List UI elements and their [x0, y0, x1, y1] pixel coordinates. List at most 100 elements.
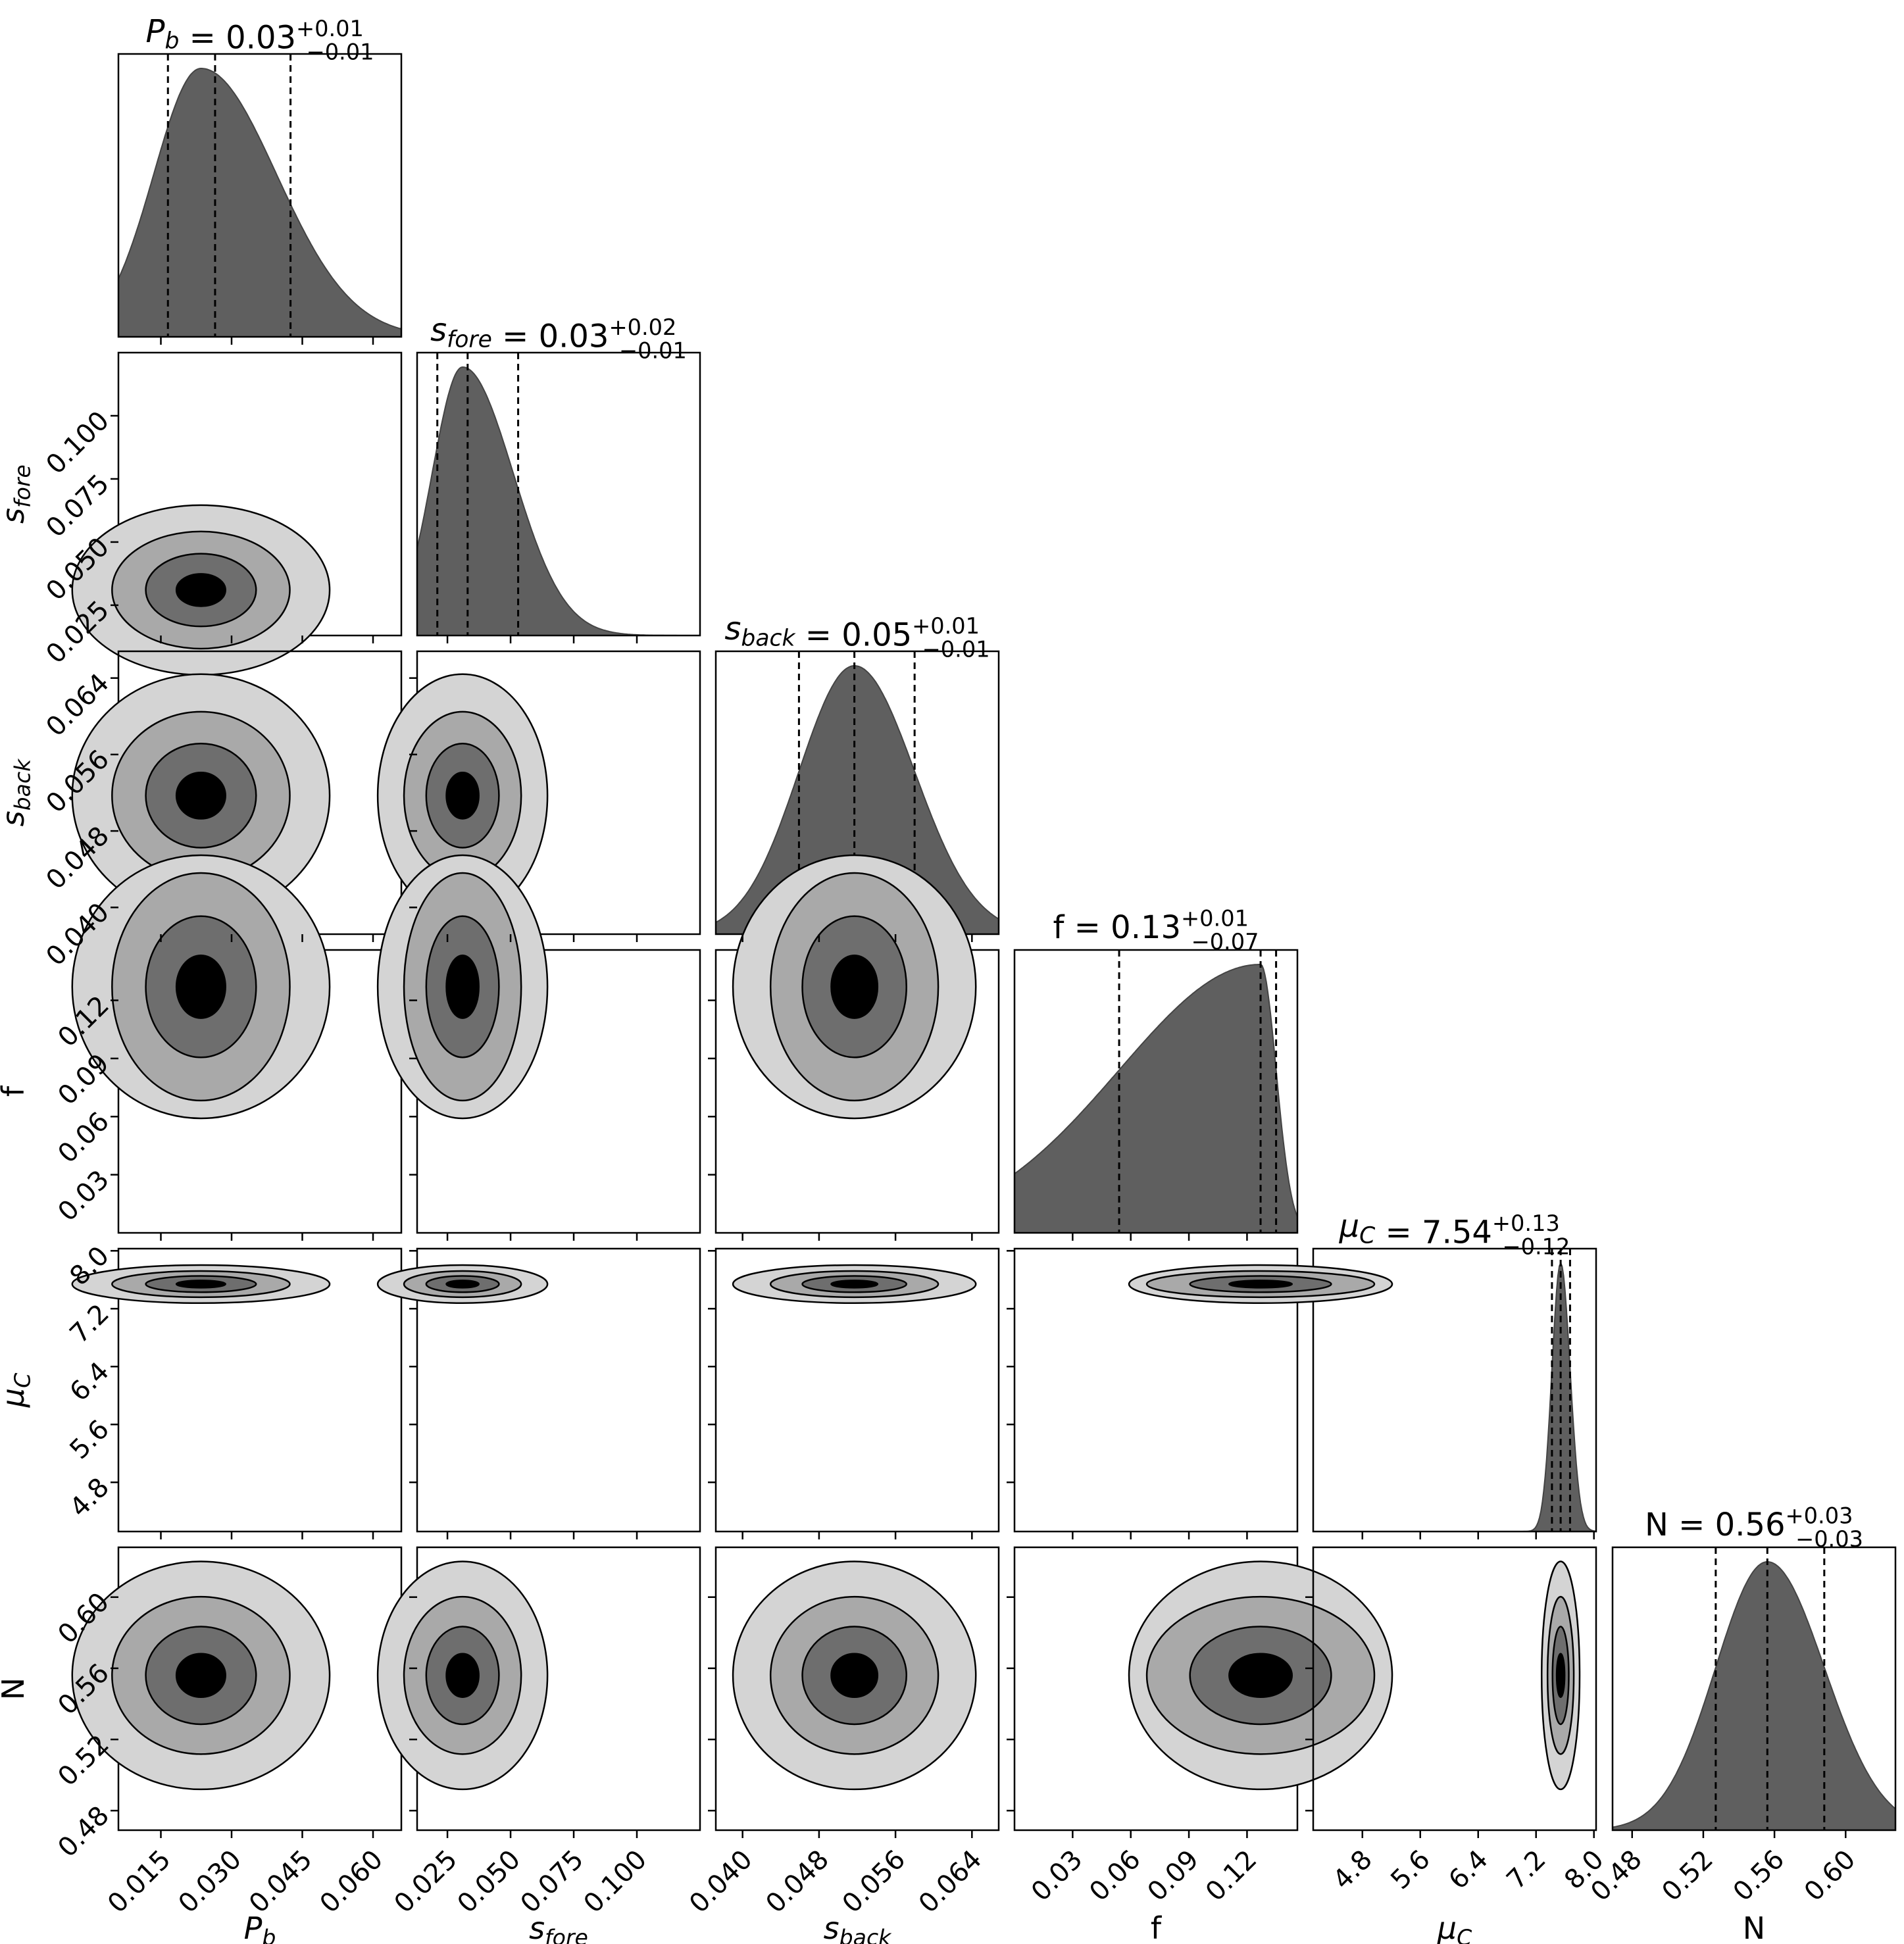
y-tick-label: 0.06	[52, 1107, 115, 1170]
y-tick-label: 7.2	[64, 1299, 115, 1350]
histogram-panel-muC: μC = 7.54+0.13 −0.12	[1312, 1208, 1597, 1533]
panel-frame	[1312, 1546, 1597, 1832]
contour-panel-sfore-N	[376, 1546, 701, 1832]
x-axis-label-muC: μC	[1437, 1910, 1472, 1944]
histogram-Pb	[118, 68, 402, 337]
y-tick-label: 0.48	[52, 1801, 115, 1864]
panel-title-sback: sback = 0.05+0.01 −0.01	[724, 611, 990, 662]
x-tick-label: 0.064	[913, 1845, 988, 1920]
x-axis-label-sfore: sfore	[529, 1910, 588, 1944]
contour-level-4	[1555, 1653, 1566, 1698]
x-tick-label: 0.60	[1799, 1845, 1862, 1908]
contour-panel-Pb-f	[71, 854, 403, 1234]
panel-frame	[117, 1247, 403, 1533]
contour-panel-f-N	[1013, 1546, 1393, 1832]
contour-panel-sfore-sback	[376, 650, 701, 935]
contour-level-4	[830, 1653, 879, 1698]
x-tick-label: 0.045	[243, 1845, 318, 1920]
y-axis-label-N: N	[0, 1678, 31, 1700]
contour-panel-sfore-f	[376, 854, 701, 1234]
contour-level-4	[445, 1280, 480, 1289]
panel-frame	[1013, 1247, 1299, 1533]
contour-panel-Pb-N	[71, 1546, 403, 1832]
x-tick-label: 0.56	[1728, 1845, 1791, 1908]
y-tick-label: 6.4	[64, 1357, 115, 1408]
histogram-f	[1014, 964, 1298, 1234]
y-axis-label-sfore: sfore	[0, 464, 35, 524]
contour-panel-Pb-sback	[71, 650, 403, 935]
panel-title-N: N = 0.56+0.03 −0.03	[1645, 1503, 1863, 1552]
panel-frame	[117, 53, 403, 338]
contour-level-4	[830, 1280, 879, 1289]
histogram-muC	[1313, 1261, 1597, 1532]
contour-panel-sback-N	[714, 1546, 1000, 1832]
contour-level-4	[175, 573, 226, 607]
contour-level-4	[445, 954, 480, 1019]
y-axis-label-muC: μC	[0, 1373, 35, 1408]
x-axis-label-Pb: Pb	[244, 1910, 276, 1944]
x-axis-label-sback: sback	[824, 1910, 892, 1944]
contour-panel-Pb-muC	[71, 1247, 403, 1533]
x-tick-label: 0.06	[1084, 1845, 1147, 1908]
panel-title-sfore: sfore = 0.03+0.02 −0.01	[430, 312, 687, 363]
contour-panel-muC-N	[1312, 1546, 1597, 1832]
contour-panel-sback-f	[714, 854, 1000, 1234]
contour-panel-Pb-sfore	[71, 351, 403, 676]
histogram-sfore	[416, 366, 700, 636]
x-tick-label: 0.03	[1026, 1845, 1089, 1908]
x-tick-label: 6.4	[1443, 1845, 1494, 1896]
x-tick-label: 0.048	[760, 1845, 835, 1920]
contour-level-4	[175, 1280, 226, 1289]
histogram-panel-sback: sback = 0.05+0.01 −0.01	[714, 611, 1000, 935]
panel-title-Pb: Pb = 0.03+0.01 −0.01	[146, 13, 374, 64]
x-tick-label: 0.040	[684, 1845, 759, 1920]
y-tick-label: 0.075	[40, 468, 115, 543]
x-tick-label: 4.8	[1327, 1845, 1378, 1896]
histogram-panel-N: N = 0.56+0.03 −0.03	[1611, 1503, 1897, 1832]
contour-panel-f-muC	[1013, 1247, 1393, 1533]
x-tick-label: 0.050	[452, 1845, 527, 1920]
panel-frame	[1312, 1247, 1597, 1533]
histogram-panel-sfore: sfore = 0.03+0.02 −0.01	[416, 312, 701, 637]
y-axis-label-sback: sback	[0, 758, 35, 826]
panel-frame	[714, 1247, 1000, 1533]
y-tick-label: 4.8	[64, 1472, 115, 1524]
histogram-panel-Pb: Pb = 0.03+0.01 −0.01	[117, 13, 403, 338]
x-tick-label: 0.52	[1656, 1845, 1719, 1908]
contour-level-4	[445, 771, 480, 820]
y-tick-label: 5.6	[64, 1414, 115, 1466]
x-tick-label: 0.030	[173, 1845, 248, 1920]
panel-frame	[714, 1546, 1000, 1832]
y-tick-label: 0.03	[52, 1164, 115, 1228]
contour-level-4	[175, 954, 226, 1019]
x-tick-label: 7.2	[1501, 1845, 1552, 1896]
x-tick-label: 0.060	[314, 1845, 389, 1920]
x-tick-label: 0.100	[578, 1845, 653, 1920]
contour-level-4	[175, 1653, 226, 1698]
x-tick-label: 0.075	[515, 1845, 590, 1920]
panel-title-f: f = 0.13+0.01 −0.07	[1053, 906, 1259, 955]
contour-level-4	[1228, 1280, 1293, 1289]
histogram-sback	[715, 664, 999, 935]
panel-frame	[416, 351, 701, 637]
panel-title-muC: μC = 7.54+0.13 −0.12	[1339, 1208, 1570, 1259]
x-axis-label-f: f	[1151, 1910, 1163, 1944]
contour-level-4	[1228, 1653, 1293, 1698]
y-axis-label-f: f	[0, 1085, 31, 1097]
x-tick-label: 0.12	[1200, 1845, 1263, 1908]
contour-level-4	[175, 771, 226, 820]
histogram-N	[1612, 1561, 1896, 1831]
contour-panel-sback-muC	[714, 1247, 1000, 1533]
x-tick-label: 0.015	[102, 1845, 177, 1920]
x-tick-label: 0.025	[389, 1845, 464, 1920]
contour-panel-sfore-muC	[376, 1247, 701, 1533]
panel-frame	[416, 1247, 701, 1533]
y-tick-label: 0.100	[40, 405, 115, 480]
x-axis-label-N: N	[1743, 1910, 1765, 1944]
panel-frame	[1611, 1546, 1897, 1832]
panel-frame	[1013, 949, 1299, 1234]
x-tick-label: 5.6	[1385, 1845, 1436, 1896]
x-tick-label: 0.09	[1142, 1845, 1205, 1908]
contour-level-4	[830, 954, 879, 1019]
